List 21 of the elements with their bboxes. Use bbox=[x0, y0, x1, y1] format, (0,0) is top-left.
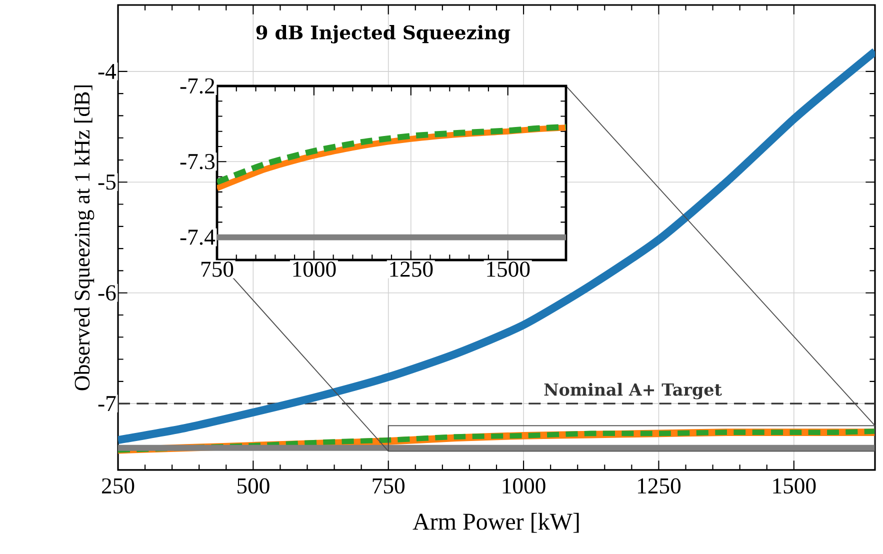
x-tick-label: 1000 bbox=[502, 478, 546, 494]
text: 9 dB Injected Squeezing bbox=[256, 25, 510, 44]
y-tick-label: -7.4 bbox=[180, 230, 216, 245]
x-tick-label: 1500 bbox=[773, 478, 816, 494]
x-axis-title: Arm Power [kW] bbox=[412, 512, 579, 533]
x-tick-label: 250 bbox=[102, 478, 134, 494]
y-tick-label: -7.2 bbox=[180, 78, 214, 94]
y-tick-label: -6 bbox=[98, 285, 116, 300]
x-tick-label: 500 bbox=[238, 478, 270, 494]
x-tick-label: 1500 bbox=[487, 262, 530, 277]
x-tick-label: 1250 bbox=[390, 262, 433, 277]
y-tick-label: -5 bbox=[98, 174, 116, 190]
ref-line-label: Nominal A+ Target bbox=[544, 382, 722, 400]
x-tick-label: 1250 bbox=[638, 478, 681, 494]
x-tick-label: 750 bbox=[372, 478, 405, 494]
y-tick-label: -7.3 bbox=[180, 154, 215, 170]
x-tick-label: 1000 bbox=[293, 262, 336, 277]
y-axis-title: Observed Squeezing at 1 kHz [dB] bbox=[74, 85, 94, 390]
y-tick-label: -4 bbox=[98, 64, 116, 79]
y-tick-label: -7 bbox=[98, 396, 116, 411]
x-tick-label: 750 bbox=[201, 262, 234, 277]
